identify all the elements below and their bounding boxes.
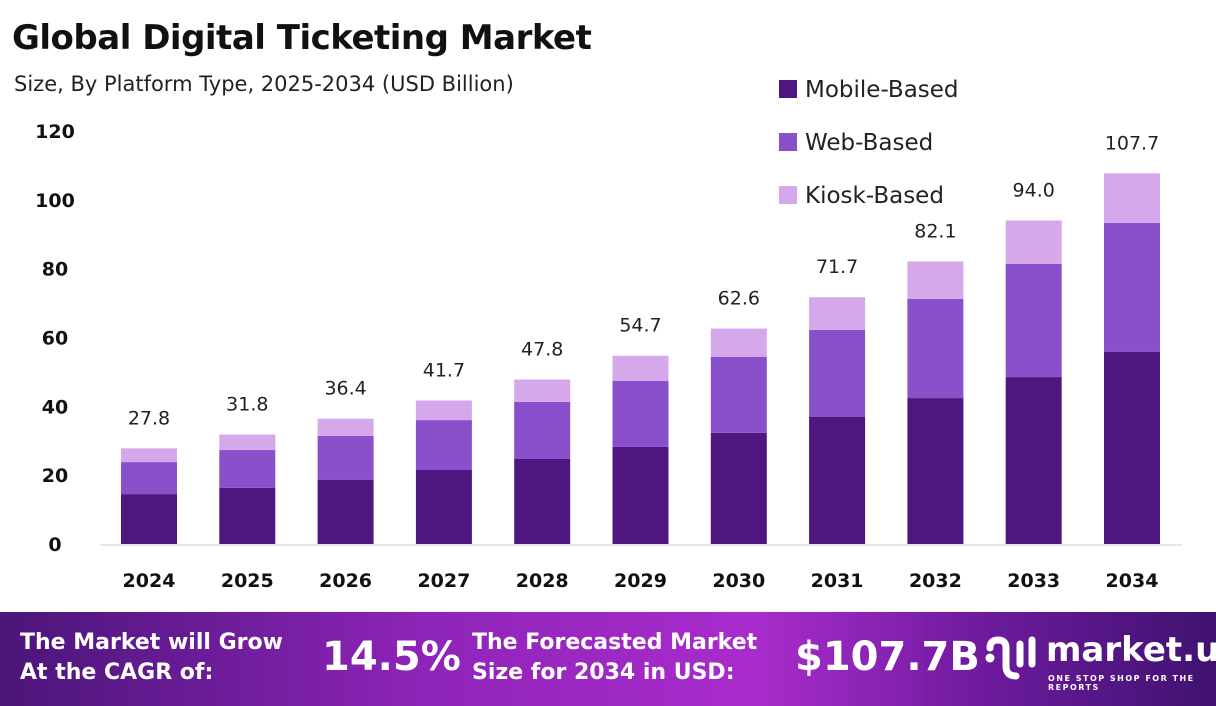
bar-segment-web-based — [1104, 222, 1160, 352]
total-label: 94.0 — [1013, 179, 1055, 201]
total-label: 27.8 — [128, 407, 170, 429]
bar-segment-web-based — [121, 462, 177, 495]
total-label: 82.1 — [914, 220, 956, 242]
total-label: 47.8 — [521, 338, 563, 360]
x-tick-label: 2027 — [417, 570, 470, 592]
x-tick-label: 2026 — [319, 570, 372, 592]
bar-segment-mobile-based — [514, 458, 571, 544]
bar-segment-mobile-based — [809, 417, 866, 544]
x-tick-label: 2025 — [221, 570, 274, 592]
x-tick-label: 2029 — [614, 570, 667, 592]
bar-segment-kiosk-based — [809, 297, 866, 330]
bar-segment-mobile-based — [1005, 377, 1062, 544]
total-label: 54.7 — [619, 315, 661, 337]
logo-name: market.us — [1046, 630, 1216, 670]
bar-segment-web-based — [219, 450, 276, 488]
chart-title: Global Digital Ticketing Market — [12, 18, 592, 58]
cagr-value: 14.5% — [322, 634, 461, 680]
bar-segment-kiosk-based — [121, 448, 177, 463]
bar-segment-kiosk-based — [1104, 173, 1160, 223]
y-tick-label: 60 — [42, 328, 68, 350]
cagr-label: The Market will Grow At the CAGR of: — [20, 628, 283, 688]
x-tick-label: 2034 — [1106, 570, 1159, 592]
x-tick-label: 2024 — [123, 570, 176, 592]
bar-segment-web-based — [612, 380, 669, 447]
x-tick-label: 2033 — [1007, 570, 1060, 592]
bar-segment-mobile-based — [612, 446, 669, 544]
forecast-label: The Forecasted Market Size for 2034 in US… — [472, 628, 757, 688]
bar-segment-web-based — [1005, 263, 1062, 378]
bar-segment-kiosk-based — [415, 400, 472, 421]
bar-segment-mobile-based — [219, 487, 276, 544]
footer-banner: The Market will Grow At the CAGR of: 14.5… — [0, 612, 1216, 706]
legend-swatch — [779, 133, 797, 151]
total-label: 107.7 — [1105, 132, 1159, 154]
bar-segment-kiosk-based — [907, 261, 964, 299]
chart-subtitle: Size, By Platform Type, 2025-2034 (USD B… — [14, 72, 514, 96]
y-tick-label: 80 — [42, 259, 68, 281]
bar-segment-mobile-based — [415, 470, 472, 544]
cagr-label-line1: The Market will Grow — [20, 630, 283, 655]
bar-segment-web-based — [710, 356, 767, 433]
bar-segment-mobile-based — [907, 398, 964, 544]
bar-segment-web-based — [809, 329, 866, 418]
total-label: 31.8 — [226, 394, 268, 416]
total-label: 41.7 — [423, 359, 465, 381]
bar-segment-mobile-based — [317, 479, 374, 544]
legend-swatch — [779, 186, 797, 204]
bar-segment-web-based — [514, 401, 571, 459]
total-label: 62.6 — [718, 288, 760, 310]
legend-swatch — [779, 80, 797, 98]
y-tick-label: 0 — [48, 534, 61, 556]
bar-segment-mobile-based — [121, 494, 177, 544]
stacked-bar-chart: 0 20 40 60 80 100 120 27.8 2024 31.8 2025 36.4 2026 4… — [35, 77, 1182, 592]
x-tick-label: 2031 — [811, 570, 864, 592]
forecast-value: $107.7B — [795, 634, 980, 680]
x-tick-label: 2032 — [909, 570, 962, 592]
bar-segment-mobile-based — [710, 432, 767, 544]
total-label: 36.4 — [324, 378, 366, 400]
y-tick-label: 40 — [42, 396, 68, 418]
y-tick-label: 120 — [35, 121, 75, 143]
legend-label: Mobile-Based — [805, 77, 959, 103]
bar-segment-web-based — [907, 298, 964, 399]
bar-segment-kiosk-based — [317, 418, 374, 436]
y-tick-label: 100 — [35, 190, 75, 212]
bar-segment-kiosk-based — [612, 355, 669, 381]
market-us-logo-icon — [985, 636, 1036, 680]
x-tick-label: 2030 — [712, 570, 765, 592]
bar-segment-kiosk-based — [710, 328, 767, 357]
legend-label: Web-Based — [805, 130, 933, 156]
y-tick-label: 20 — [42, 465, 68, 487]
bar-segment-kiosk-based — [219, 434, 276, 451]
bar-segment-web-based — [415, 420, 472, 471]
logo-tagline: ONE STOP SHOP FOR THE REPORTS — [1048, 674, 1195, 692]
legend-label: Kiosk-Based — [805, 183, 944, 209]
cagr-label-line2: At the CAGR of: — [20, 660, 214, 685]
forecast-label-line2: Size for 2034 in USD: — [472, 660, 735, 685]
bar-segment-kiosk-based — [1005, 220, 1062, 264]
x-tick-label: 2028 — [516, 570, 569, 592]
bar-segment-kiosk-based — [514, 379, 571, 402]
bar-segment-mobile-based — [1104, 351, 1160, 544]
bar-segment-web-based — [317, 435, 374, 480]
forecast-label-line1: The Forecasted Market — [472, 630, 758, 655]
total-label: 71.7 — [816, 256, 858, 278]
